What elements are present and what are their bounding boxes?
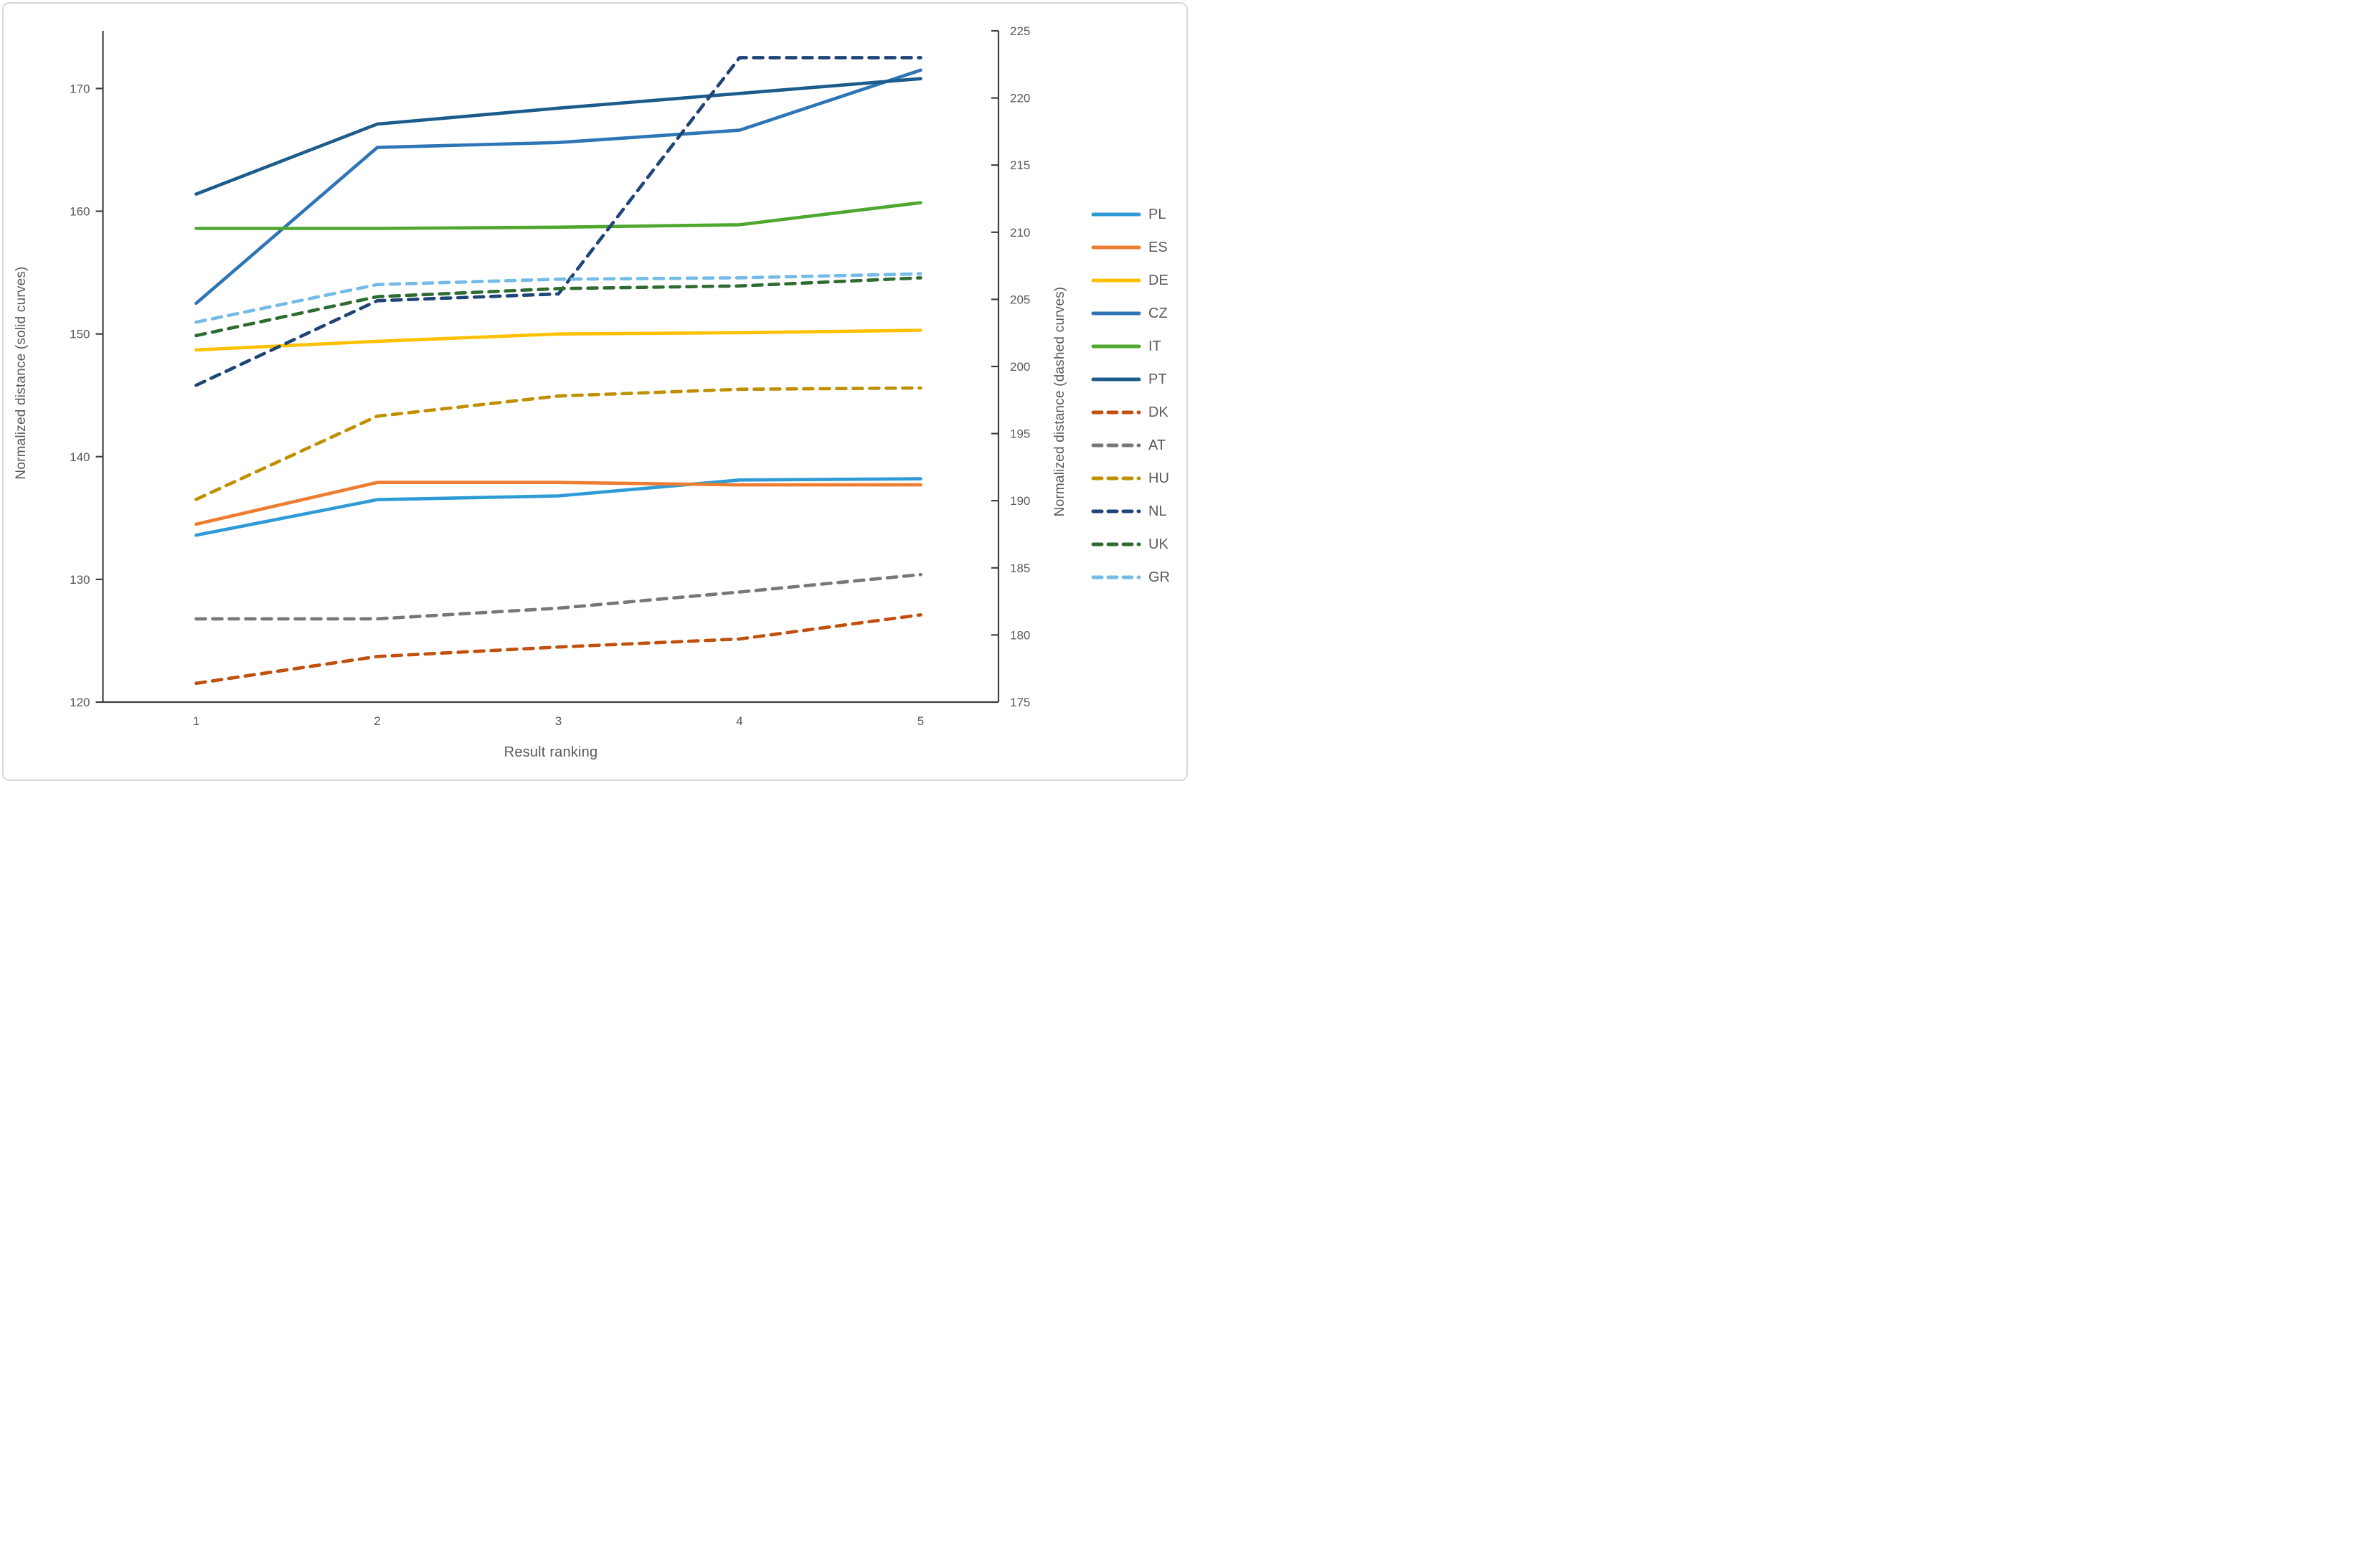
legend-label-DK: DK xyxy=(1148,404,1168,420)
legend-item-GR: GR xyxy=(1091,561,1184,594)
legend-label-ES: ES xyxy=(1148,239,1168,255)
legend-item-PT: PT xyxy=(1091,363,1184,396)
legend-item-NL: NL xyxy=(1091,495,1184,528)
series-line-IT xyxy=(194,201,922,230)
y-axis-left-tick-label: 120 xyxy=(70,696,90,709)
y-axis-left-tick-label: 160 xyxy=(70,205,90,219)
legend-swatch-PT xyxy=(1091,377,1141,382)
legend-swatch-DK xyxy=(1091,410,1141,415)
legend-label-UK: UK xyxy=(1148,536,1168,552)
y-axis-right-tick-label: 180 xyxy=(1010,628,1030,642)
legend-swatch-DE xyxy=(1091,278,1141,283)
legend-item-ES: ES xyxy=(1091,231,1184,264)
x-axis-title: Result ranking xyxy=(504,744,598,760)
legend-label-CZ: CZ xyxy=(1148,305,1168,321)
y-axis-right-tick-label: 215 xyxy=(1010,158,1030,172)
legend-swatch-UK xyxy=(1091,542,1141,546)
legend-swatch-AT xyxy=(1091,443,1141,448)
legend-label-IT: IT xyxy=(1148,338,1161,354)
legend-label-AT: AT xyxy=(1148,437,1166,453)
y-axis-right-tick-label: 200 xyxy=(1010,360,1030,374)
legend-swatch-IT xyxy=(1091,344,1141,349)
y-axis-left-title: Normalized distance (solid curves) xyxy=(14,266,29,480)
series-line-HU xyxy=(194,386,922,501)
series-line-PT xyxy=(194,77,922,196)
chart-frame xyxy=(2,2,1188,781)
y-axis-right-tick-label: 225 xyxy=(1010,24,1030,38)
legend-swatch-ES xyxy=(1091,245,1141,250)
series-line-DK xyxy=(194,612,922,686)
legend-item-UK: UK xyxy=(1091,528,1184,561)
y-axis-right-tick-label: 220 xyxy=(1010,92,1030,105)
x-axis-tick-label: 3 xyxy=(555,714,562,728)
y-axis-left-tick-label: 130 xyxy=(70,573,90,587)
legend-label-NL: NL xyxy=(1148,503,1167,519)
legend-swatch-CZ xyxy=(1091,311,1141,316)
legend-swatch-GR xyxy=(1091,575,1141,579)
legend-item-CZ: CZ xyxy=(1091,297,1184,330)
series-line-DE xyxy=(194,328,922,352)
legend-label-PT: PT xyxy=(1148,371,1167,387)
y-axis-right-tick-label: 210 xyxy=(1010,226,1030,240)
x-axis-tick-label: 2 xyxy=(374,714,380,728)
legend-item-AT: AT xyxy=(1091,429,1184,462)
series-line-UK xyxy=(194,276,922,338)
y-axis-right-tick-label: 175 xyxy=(1010,696,1030,709)
legend-swatch-NL xyxy=(1091,509,1141,513)
y-axis-left-tick-label: 170 xyxy=(70,82,90,95)
legend-label-HU: HU xyxy=(1148,470,1169,486)
legend-swatch-PL xyxy=(1091,212,1141,217)
y-axis-left-tick-label: 150 xyxy=(70,328,90,341)
legend-label-PL: PL xyxy=(1148,206,1166,222)
x-axis-tick-label: 4 xyxy=(736,714,742,728)
legend-swatch-HU xyxy=(1091,476,1141,480)
legend-item-HU: HU xyxy=(1091,462,1184,495)
series-line-AT xyxy=(194,572,922,621)
y-axis-right-tick-label: 185 xyxy=(1010,562,1030,575)
series-line-GR xyxy=(194,272,922,324)
legend-item-DK: DK xyxy=(1091,396,1184,429)
legend-item-IT: IT xyxy=(1091,330,1184,363)
legend-item-DE: DE xyxy=(1091,264,1184,297)
series-line-NL xyxy=(194,56,922,387)
legend-item-PL: PL xyxy=(1091,198,1184,231)
y-axis-right-tick-label: 205 xyxy=(1010,293,1030,306)
legend-label-GR: GR xyxy=(1148,569,1170,585)
y-axis-right-tick-label: 190 xyxy=(1010,494,1030,508)
legend-label-DE: DE xyxy=(1148,272,1168,288)
x-axis-tick-label: 1 xyxy=(193,714,199,728)
chart-svg: 120 130 140 150 160 170 175 180 185 190 195 200 205 2… xyxy=(70,24,1030,728)
series-line-CZ xyxy=(194,68,922,306)
y-axis-right-title: Normalized distance (dashed curves) xyxy=(1052,286,1067,517)
x-axis-tick-label: 5 xyxy=(917,714,924,728)
y-axis-right-tick-label: 195 xyxy=(1010,427,1030,441)
y-axis-left-tick-label: 140 xyxy=(70,450,90,464)
series-line-ES xyxy=(194,480,922,526)
legend: PL ES DE CZ IT PT DK AT HU NL UK GR xyxy=(1091,198,1184,594)
series-line-PL xyxy=(194,477,922,537)
